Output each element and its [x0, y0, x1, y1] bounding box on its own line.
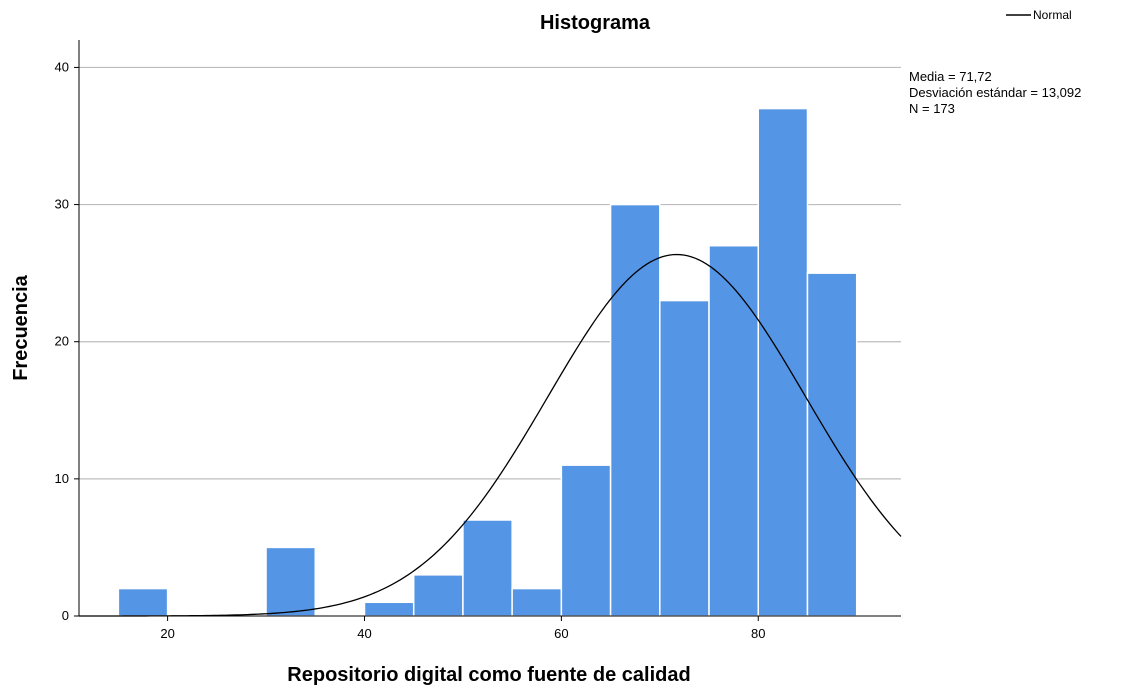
y-tick-label-3: 30	[55, 197, 69, 212]
y-tick-label-1: 10	[55, 471, 69, 486]
stats-box: Media = 71,72 Desviación estándar = 13,0…	[909, 69, 1081, 116]
histogram-bar-3	[265, 546, 317, 617]
histogram-bar-6	[412, 574, 464, 617]
histogram-bar-9	[560, 464, 612, 617]
chart-title: Histograma	[540, 12, 651, 34]
x-axis-ticks: 20 40 60 80	[160, 616, 765, 641]
y-tick-label-0: 0	[62, 608, 69, 623]
histogram-bar-5	[363, 601, 415, 617]
legend-label-normal: Normal	[1033, 8, 1072, 22]
x-tick-label-0: 20	[160, 626, 174, 641]
x-axis-title: Repositorio digital como fuente de calid…	[287, 664, 690, 686]
histogram-bar-11	[659, 299, 710, 617]
histogram-bar-0	[117, 587, 169, 617]
histogram-bar-7	[462, 519, 513, 617]
x-tick-label-1: 40	[357, 626, 371, 641]
histogram-bar-10	[609, 203, 661, 617]
x-tick-label-3: 80	[751, 626, 765, 641]
stats-line-mean: Media = 71,72	[909, 69, 992, 84]
x-tick-label-2: 60	[554, 626, 568, 641]
normal-curve	[79, 253, 902, 617]
y-axis-title: Frecuencia	[10, 274, 32, 380]
histogram-bar-12	[708, 244, 760, 617]
y-tick-label-4: 40	[55, 59, 69, 74]
histogram-bar-8	[511, 587, 563, 617]
axes	[78, 40, 901, 617]
histogram-bar-13	[757, 107, 809, 617]
y-axis-ticks: 0 10 20 30 40	[55, 59, 79, 623]
legend: Normal	[1006, 8, 1072, 22]
stats-line-n: N = 173	[909, 101, 955, 116]
stats-line-std: Desviación estándar = 13,092	[909, 85, 1081, 100]
histogram-bar-14	[806, 272, 858, 617]
bars	[117, 107, 858, 617]
y-tick-label-2: 20	[55, 334, 69, 349]
